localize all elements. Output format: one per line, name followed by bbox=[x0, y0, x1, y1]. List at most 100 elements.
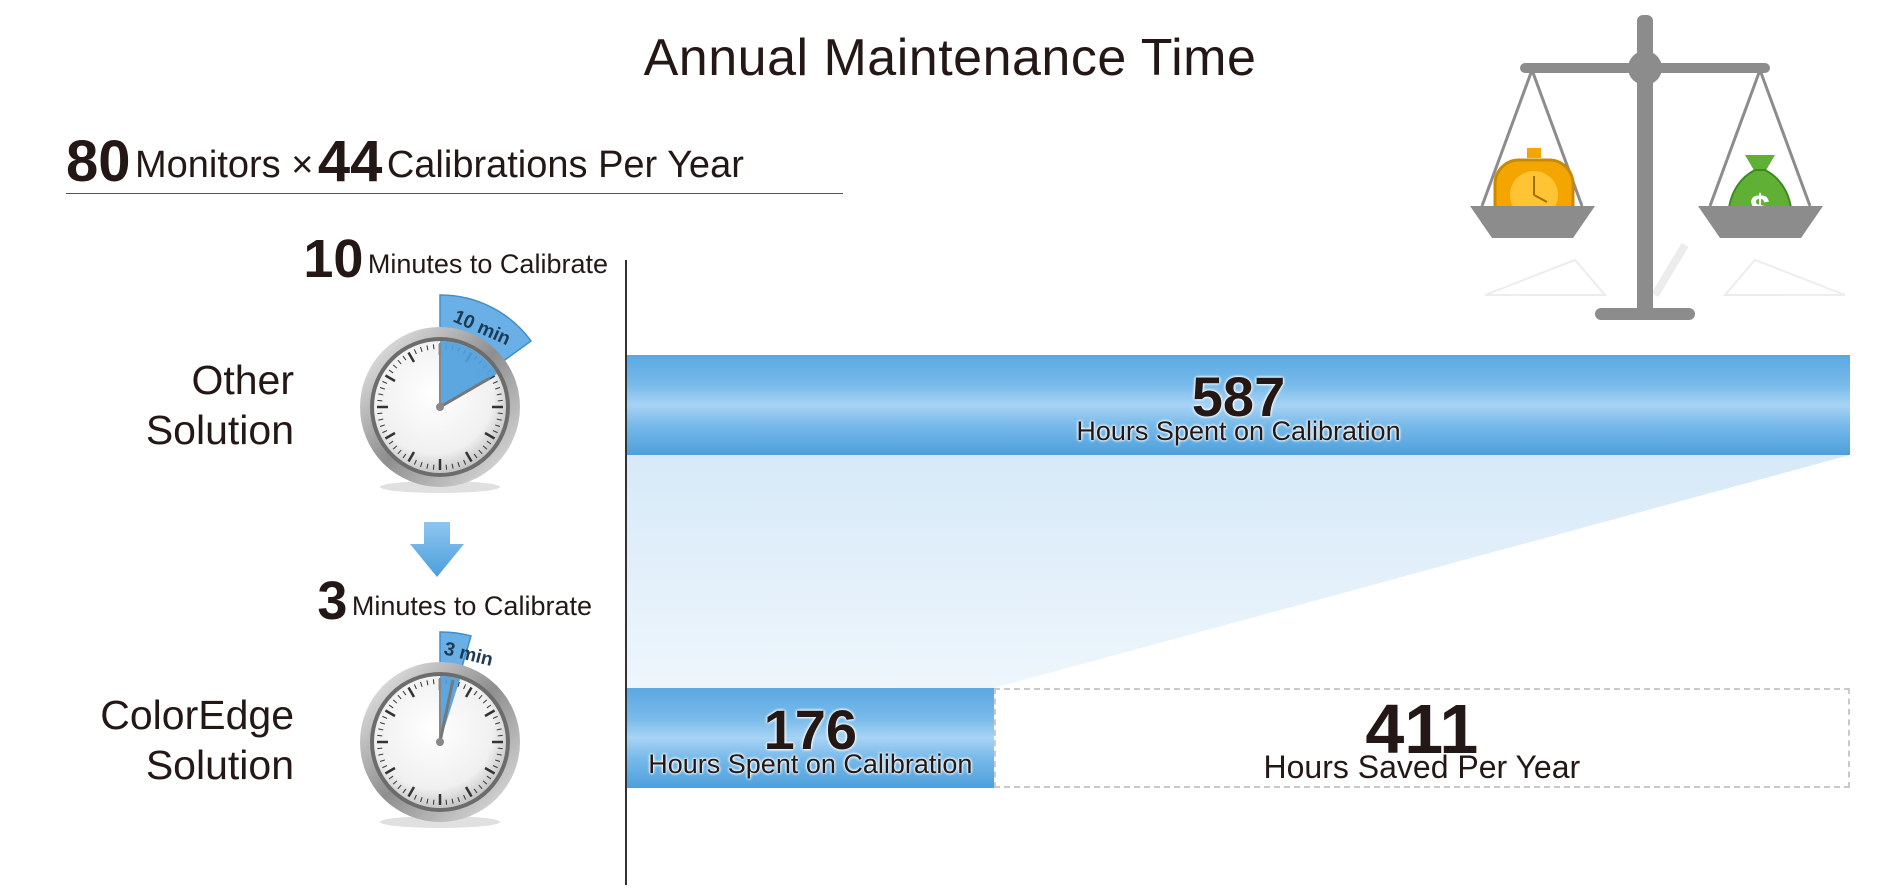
tick-mark bbox=[392, 780, 398, 785]
tick-mark bbox=[432, 464, 435, 470]
tick-mark bbox=[388, 775, 394, 780]
tick-mark bbox=[402, 355, 407, 361]
tick-mark bbox=[495, 722, 501, 725]
tick-mark bbox=[392, 699, 398, 704]
tick-mark bbox=[379, 424, 385, 427]
bar-other-value: 587 bbox=[1191, 365, 1286, 428]
tick-mark bbox=[378, 393, 384, 396]
tick-mark bbox=[413, 349, 417, 355]
down-arrow-icon bbox=[410, 522, 464, 577]
tick-mark bbox=[420, 797, 423, 803]
tick-mark bbox=[388, 440, 394, 445]
tick-mark bbox=[382, 715, 388, 719]
stopwatch-icon: 10 min bbox=[360, 294, 533, 493]
tick-mark bbox=[413, 794, 417, 800]
other-label-line1: Other bbox=[191, 357, 294, 403]
tick-mark bbox=[420, 346, 423, 352]
other-minutes-line: 10 Minutes to Calibrate bbox=[303, 228, 608, 290]
tick-mark bbox=[478, 449, 483, 455]
coloredge-minutes-value: 3 bbox=[317, 571, 348, 631]
tick-mark bbox=[492, 430, 498, 434]
tick-mark bbox=[377, 734, 383, 737]
chart-plot bbox=[627, 455, 1850, 688]
tick-mark bbox=[379, 759, 385, 762]
tick-mark bbox=[482, 699, 488, 704]
tick-mark bbox=[486, 775, 492, 780]
chart-axis-line bbox=[625, 260, 627, 885]
balance-scale-icon: $ bbox=[1470, 15, 1846, 320]
tick-mark bbox=[397, 694, 402, 700]
bar-other-solution: 587 Hours Spent on Calibration bbox=[627, 355, 1850, 455]
tick-mark bbox=[407, 451, 416, 463]
tick-mark bbox=[384, 374, 396, 383]
tick-mark bbox=[492, 380, 498, 384]
tick-mark bbox=[497, 734, 503, 737]
tick-mark bbox=[463, 794, 467, 800]
tick-mark bbox=[484, 766, 496, 775]
tick-mark bbox=[478, 784, 483, 790]
coloredge-solution-label: ColorEdge Solution bbox=[14, 690, 294, 790]
bar-coloredge-solution: 176 Hours Spent on Calibration bbox=[627, 688, 994, 788]
tick-mark bbox=[496, 418, 502, 421]
tick-mark bbox=[388, 704, 394, 709]
coloredge-label-line1: ColorEdge bbox=[100, 692, 294, 738]
tick-mark bbox=[407, 351, 416, 363]
tick-mark bbox=[407, 786, 416, 798]
tick-mark bbox=[382, 765, 388, 769]
tick-mark bbox=[413, 684, 417, 690]
tick-mark bbox=[384, 431, 396, 440]
tick-mark bbox=[378, 418, 384, 421]
tick-mark bbox=[377, 747, 383, 750]
tick-mark bbox=[402, 788, 407, 794]
tick-mark bbox=[497, 412, 503, 415]
tick-mark bbox=[451, 463, 454, 469]
tick-mark bbox=[420, 462, 423, 468]
stopwatch-icon: 3 min bbox=[360, 631, 520, 828]
tick-mark bbox=[463, 684, 467, 690]
tick-mark bbox=[384, 766, 396, 775]
calibrations-label: Calibrations Per Year bbox=[386, 144, 744, 186]
bar-hours-saved: 411 Hours Saved Per Year bbox=[993, 688, 1850, 788]
bar-coloredge-value: 176 bbox=[763, 698, 858, 761]
tick-mark bbox=[464, 451, 473, 463]
tick-mark bbox=[432, 799, 435, 805]
tick-mark bbox=[378, 753, 384, 756]
tick-mark bbox=[382, 380, 388, 384]
other-label-line2: Solution bbox=[145, 407, 294, 453]
tick-mark bbox=[497, 747, 503, 750]
tick-mark bbox=[397, 449, 402, 455]
tick-mark bbox=[464, 686, 473, 698]
comparison-shade bbox=[627, 455, 1850, 688]
tick-mark bbox=[473, 788, 478, 794]
tick-mark bbox=[482, 445, 488, 450]
tick-mark bbox=[397, 359, 402, 365]
tick-mark bbox=[377, 399, 383, 402]
tick-mark bbox=[445, 464, 448, 470]
tick-mark bbox=[426, 463, 429, 469]
subtitle-underline bbox=[66, 193, 843, 194]
tick-mark bbox=[495, 759, 501, 762]
tick-mark bbox=[451, 798, 454, 804]
tick-mark bbox=[473, 453, 478, 459]
monitors-count: 80 bbox=[66, 129, 131, 194]
tick-mark bbox=[457, 462, 460, 468]
saved-caption: Hours Saved Per Year bbox=[1263, 749, 1581, 785]
other-solution-label: Other Solution bbox=[14, 355, 294, 455]
bar-coloredge-caption: Hours Spent on Calibration bbox=[648, 749, 973, 779]
tick-mark bbox=[382, 430, 388, 434]
monitors-label: Monitors × bbox=[134, 144, 314, 186]
tick-mark bbox=[402, 453, 407, 459]
tick-mark bbox=[478, 694, 483, 700]
tick-mark bbox=[496, 753, 502, 756]
calibrations-count: 44 bbox=[317, 129, 383, 194]
tick-mark bbox=[392, 445, 398, 450]
tick-mark bbox=[492, 765, 498, 769]
tick-mark bbox=[392, 364, 398, 369]
tick-mark bbox=[482, 780, 488, 785]
tick-mark bbox=[497, 399, 503, 402]
tick-mark bbox=[420, 681, 423, 687]
tick-mark bbox=[384, 709, 396, 718]
tick-mark bbox=[426, 798, 429, 804]
tick-mark bbox=[407, 686, 416, 698]
chart-title: Annual Maintenance Time bbox=[643, 29, 1257, 87]
